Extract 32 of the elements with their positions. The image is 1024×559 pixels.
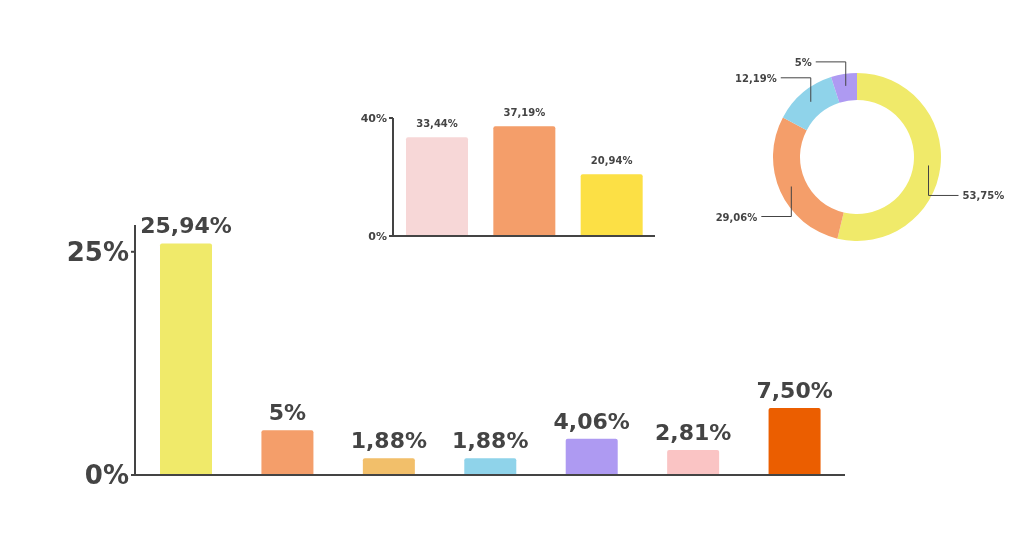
data-label: 25,94% bbox=[140, 213, 232, 239]
data-label: 1,88% bbox=[452, 428, 529, 454]
donut-slice bbox=[837, 73, 941, 241]
bar bbox=[667, 449, 720, 475]
data-label: 20,94% bbox=[590, 155, 633, 167]
bar bbox=[565, 438, 618, 475]
data-label: 37,19% bbox=[503, 107, 546, 119]
y-tick-label: 0% bbox=[84, 460, 129, 491]
data-label: 7,50% bbox=[756, 378, 833, 404]
data-label: 12,19% bbox=[735, 72, 777, 84]
data-label: 4,06% bbox=[553, 408, 630, 434]
bar bbox=[406, 137, 468, 236]
data-label: 33,44% bbox=[416, 118, 458, 130]
data-label: 53,75% bbox=[962, 190, 1005, 202]
bar bbox=[580, 174, 643, 236]
bar bbox=[464, 458, 517, 475]
bar bbox=[362, 458, 415, 475]
data-label: 2,81% bbox=[654, 419, 732, 445]
donut-slice bbox=[831, 73, 857, 103]
bar bbox=[261, 430, 314, 475]
y-tick-label: 40% bbox=[360, 111, 387, 125]
data-label: 1,88% bbox=[350, 428, 428, 454]
bar bbox=[493, 126, 556, 236]
y-tick-label: 25% bbox=[66, 237, 129, 268]
donut-slice bbox=[773, 117, 844, 239]
data-label: 5% bbox=[268, 400, 307, 426]
data-label: 29,06% bbox=[715, 211, 758, 223]
bar bbox=[160, 243, 212, 475]
bar bbox=[768, 408, 821, 475]
y-tick-label: 0% bbox=[368, 229, 387, 243]
donut-slice bbox=[782, 77, 840, 131]
data-label: 5% bbox=[794, 56, 812, 68]
